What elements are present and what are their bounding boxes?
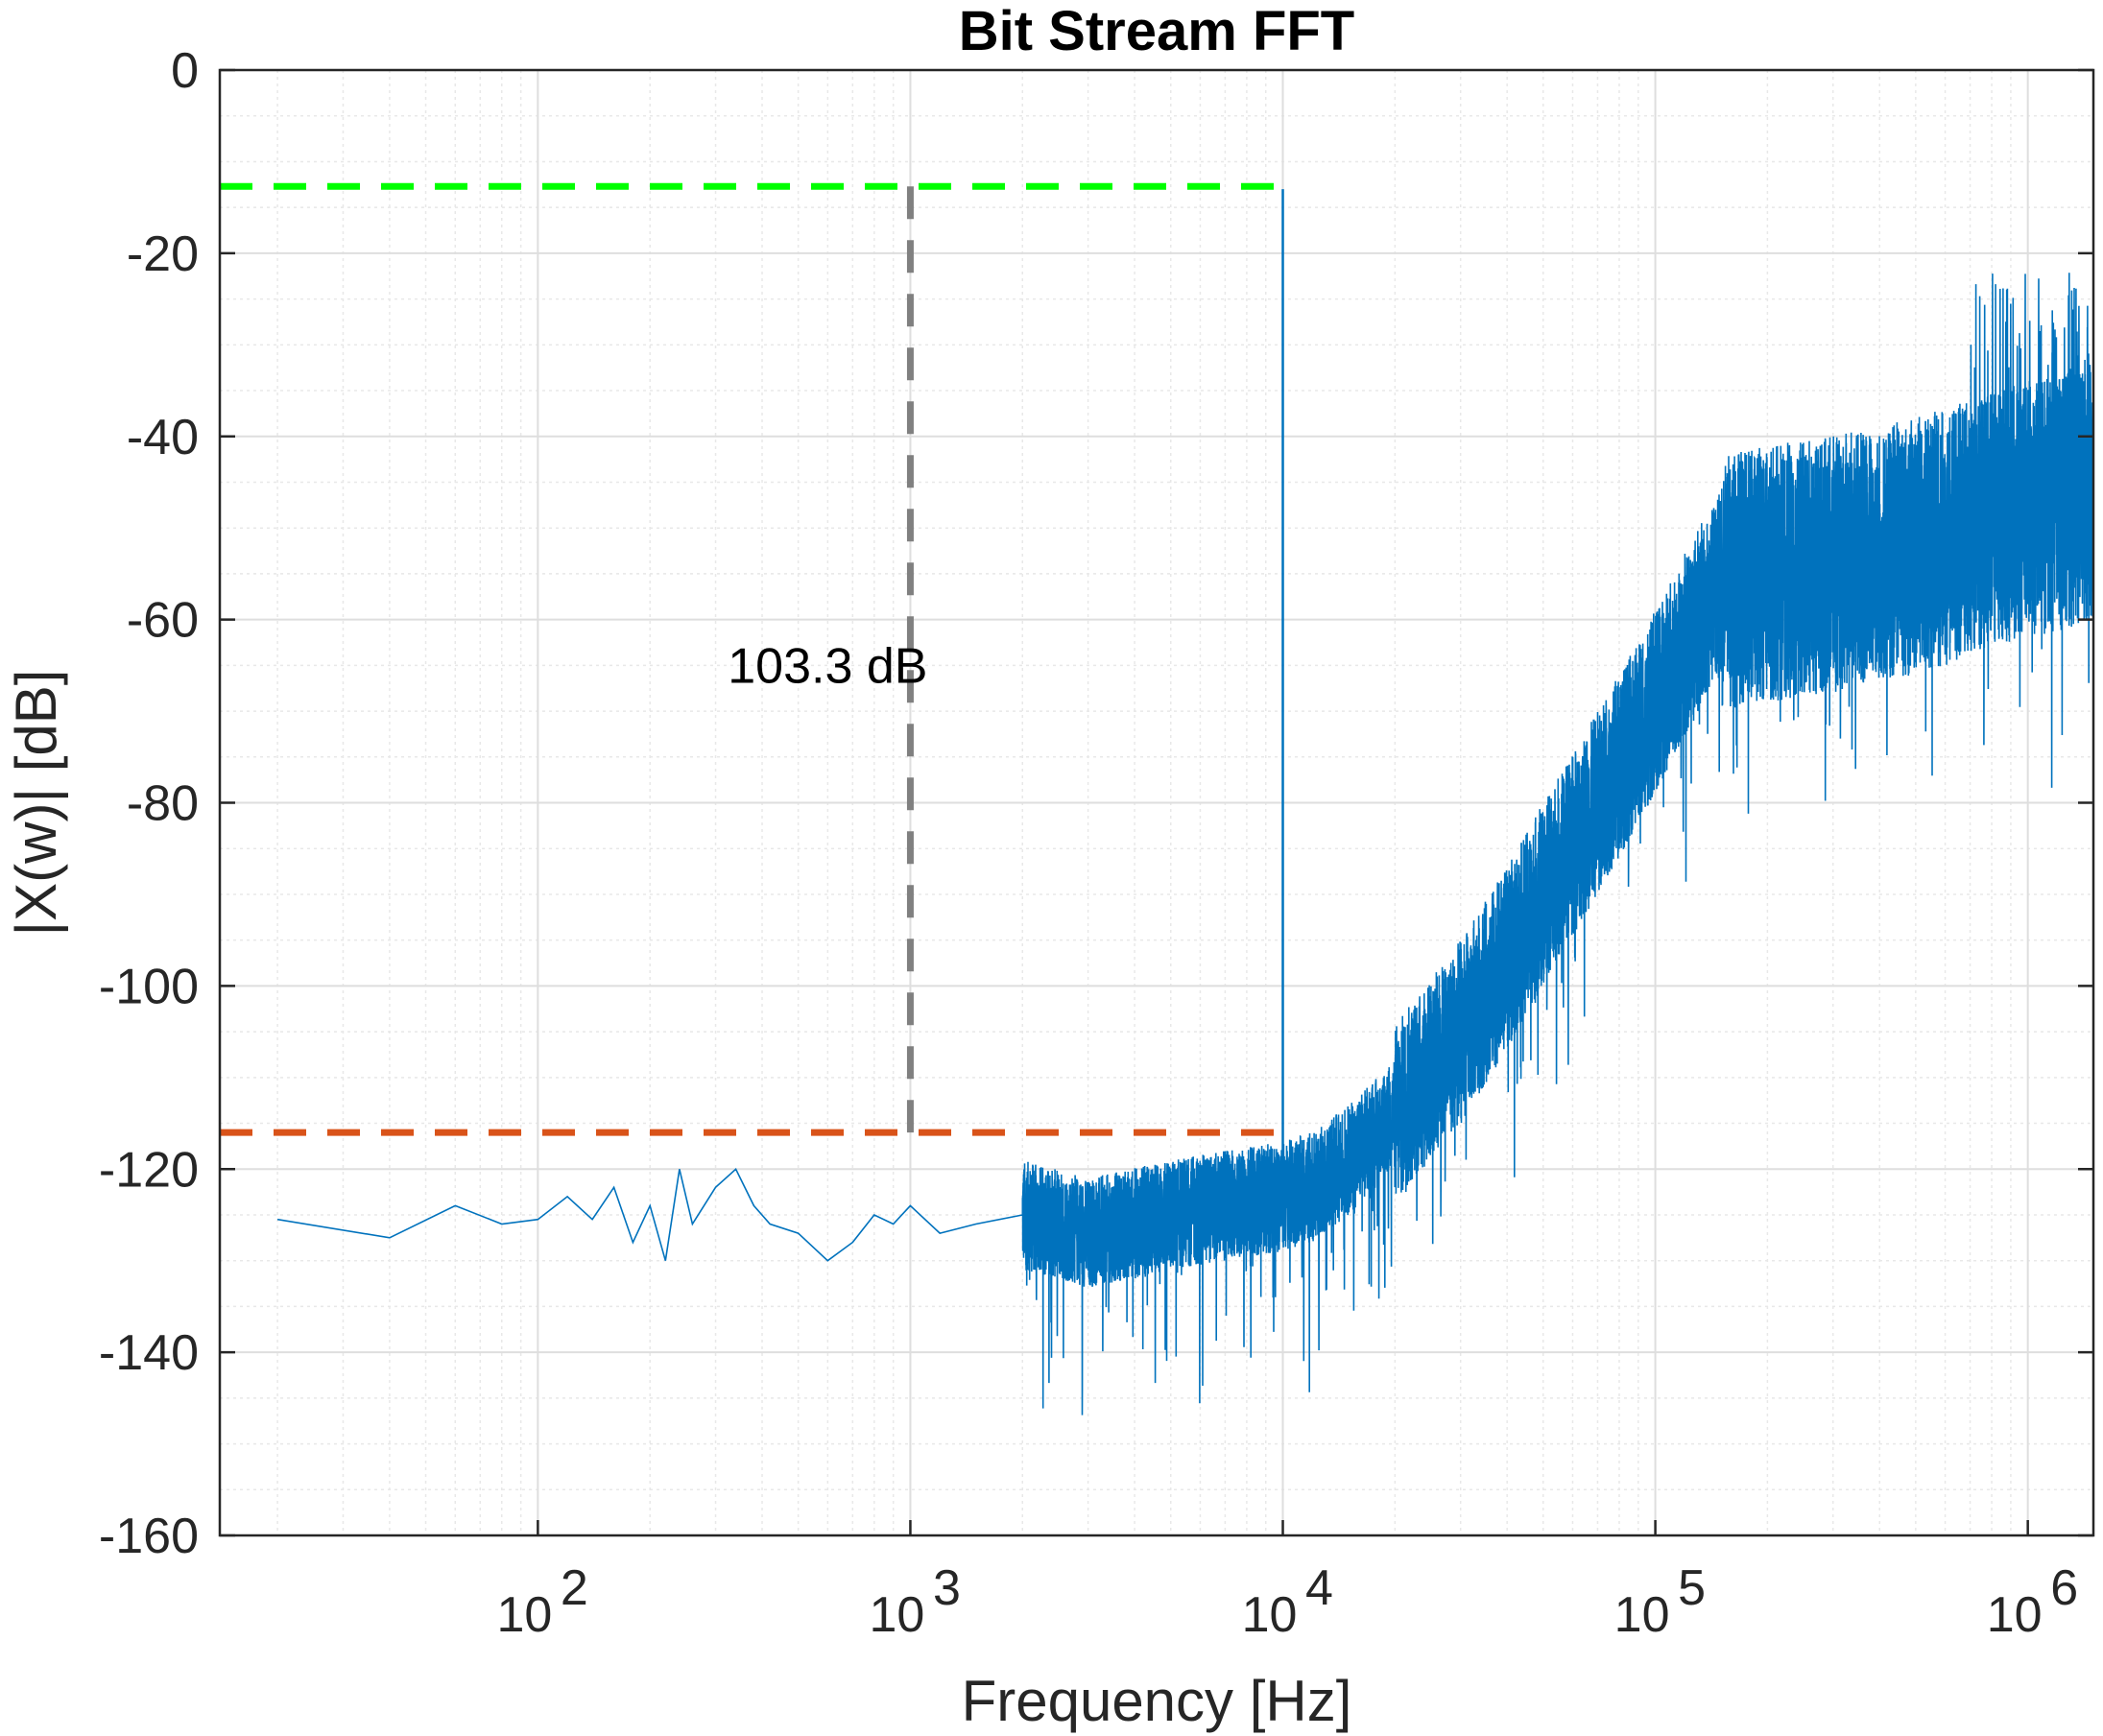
y-tick-label: -160 bbox=[99, 1509, 199, 1564]
dynamic-range-annotation: 103.3 dB bbox=[728, 638, 927, 694]
x-tick-exponent: 2 bbox=[561, 1560, 588, 1616]
x-tick-exponent: 4 bbox=[1305, 1560, 1333, 1616]
x-axis-label: Frequency [Hz] bbox=[962, 1669, 1352, 1733]
spectrum-line bbox=[276, 273, 2094, 1415]
x-tick-exponent: 3 bbox=[933, 1560, 961, 1616]
x-tick-label: 10 bbox=[496, 1587, 552, 1643]
major-grid bbox=[220, 69, 2093, 1536]
y-tick-label: -40 bbox=[127, 410, 199, 465]
x-tick-label: 10 bbox=[1987, 1587, 2043, 1643]
y-tick-label: -80 bbox=[127, 776, 199, 832]
y-axis-label: |X(w)| [dB] bbox=[4, 670, 68, 937]
plot-lines bbox=[220, 182, 2094, 1415]
x-axis-ticks: 10 2 10 3 10 4 10 5 10 6 bbox=[496, 1520, 2078, 1643]
y-tick-label: 0 bbox=[171, 43, 199, 99]
y-tick-label: -20 bbox=[127, 226, 199, 282]
y-tick-label: -100 bbox=[99, 959, 199, 1014]
y-axis-ticks: 0 -20 -40 -60 -80 -100 -120 -140 -160 bbox=[99, 43, 2093, 1564]
chart-title: Bit Stream FFT bbox=[959, 0, 1355, 62]
x-tick-label: 10 bbox=[1242, 1587, 1298, 1643]
x-tick-label: 10 bbox=[1614, 1587, 1670, 1643]
x-tick-label: 10 bbox=[870, 1587, 925, 1643]
y-tick-label: -140 bbox=[99, 1325, 199, 1381]
x-tick-exponent: 6 bbox=[2050, 1560, 2078, 1616]
y-tick-label: -60 bbox=[127, 593, 199, 649]
x-tick-exponent: 5 bbox=[1678, 1560, 1706, 1616]
y-tick-label: -120 bbox=[99, 1142, 199, 1198]
